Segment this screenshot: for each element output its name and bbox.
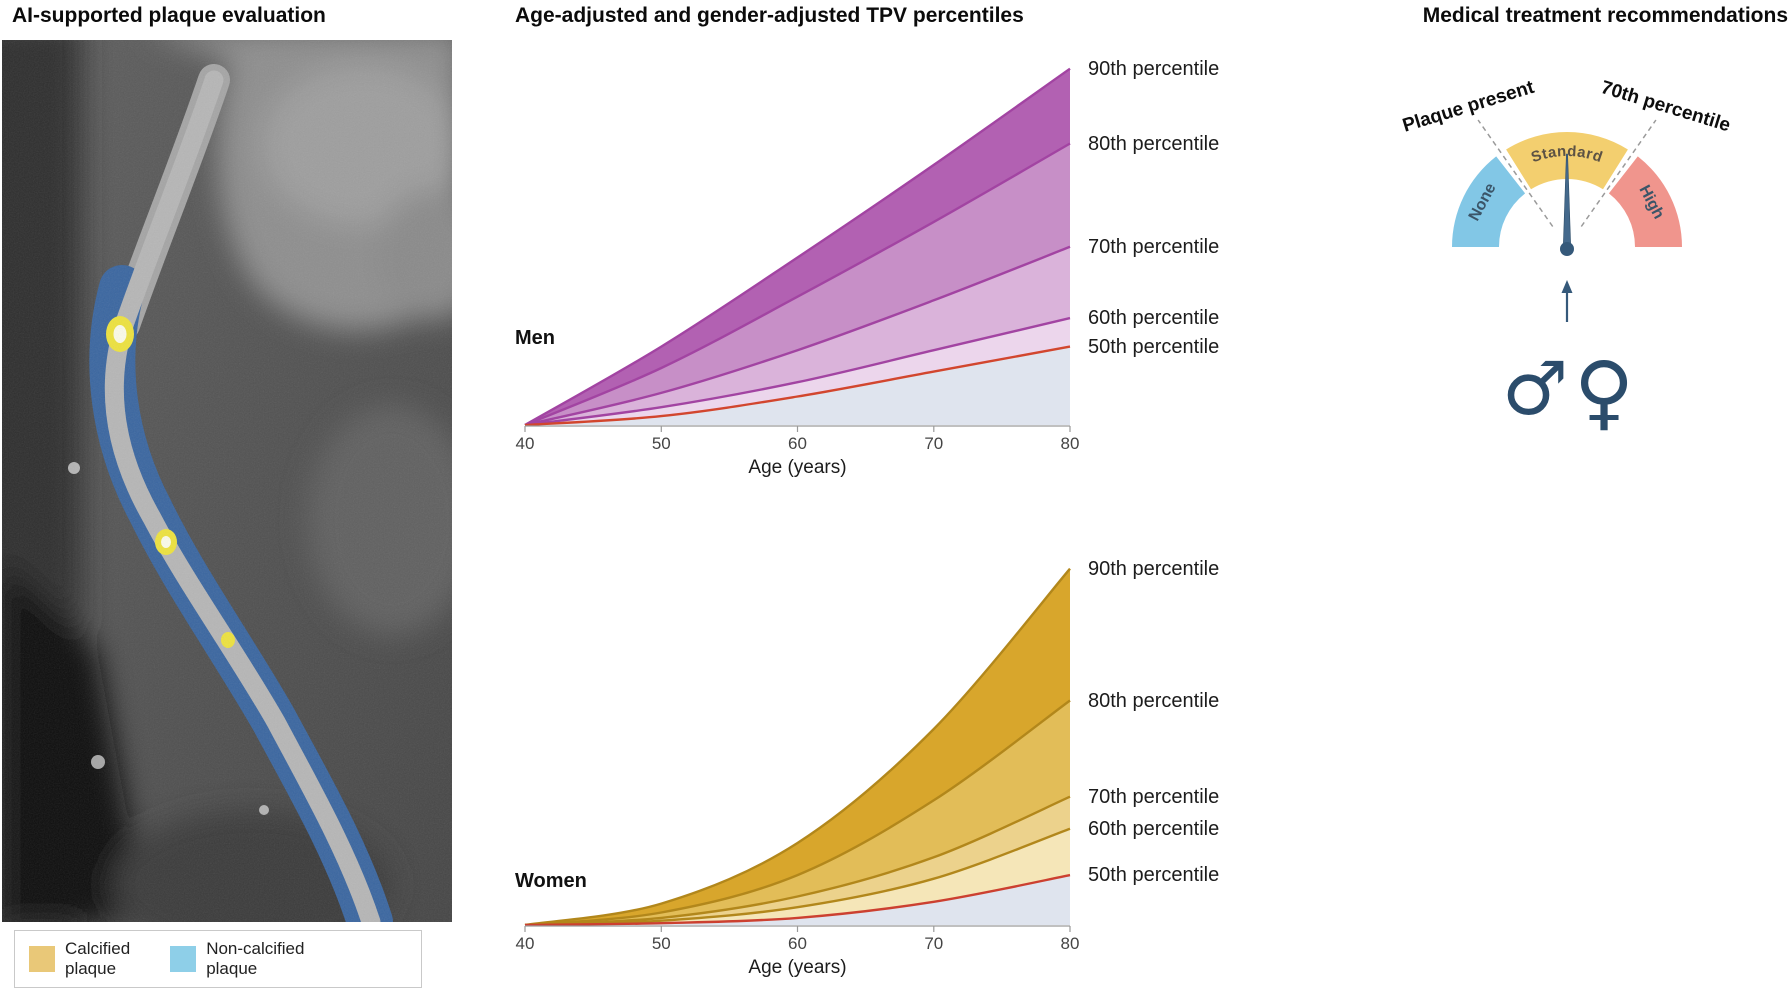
women-tpv-chart: 40 50 60 70 80 Age (years) Women 90th percent… — [515, 540, 1285, 985]
pointer-arrow-head — [1561, 280, 1573, 293]
x-axis-label: Age (years) — [748, 457, 846, 478]
x-tick-label: 80 — [1061, 934, 1080, 953]
panel-title-tpv-percentiles: Age-adjusted and gender-adjusted TPV per… — [515, 4, 1024, 27]
treatment-gauge: None Standard High Plaque present 70th p… — [1400, 77, 1733, 440]
legend-item-non-calcified: Non-calcified plaque — [170, 939, 304, 978]
gauge-segment-high — [1608, 156, 1682, 247]
calcified-plaque-swatch — [29, 946, 55, 972]
x-tick-label: 40 — [516, 934, 535, 953]
percentile-curve — [524, 699, 1071, 927]
x-axis-label: Age (years) — [748, 957, 846, 978]
percentile-band — [525, 246, 1070, 425]
legend-label-calcified: Calcified plaque — [65, 939, 131, 978]
men-tpv-chart: 40 50 60 70 80 Age (years) Men 90th percentil… — [515, 40, 1285, 485]
under-50th-area — [525, 875, 1070, 925]
percentile-curve — [524, 142, 1071, 427]
gauge-dashed-line-right — [1580, 119, 1657, 227]
panel-title-treatment-recommendations: Medical treatment recommendations — [1422, 4, 1788, 27]
x-tick-label: 60 — [788, 434, 807, 453]
x-tick-label: 50 — [652, 434, 671, 453]
percentile-band — [525, 568, 1070, 925]
ct-noise-texture — [2, 40, 452, 922]
legend-item-calcified: Calcified plaque — [29, 939, 130, 978]
percentile-curve — [524, 245, 1071, 427]
percentile-label-70: 70th percentile — [1088, 235, 1220, 258]
gauge-dashed-line-left — [1477, 119, 1554, 227]
x-tick-label: 80 — [1061, 434, 1080, 453]
gauge-right-label: 70th percentile — [1598, 77, 1732, 136]
percentile-curve — [524, 316, 1071, 427]
female-symbol: ♀ — [1574, 345, 1634, 440]
percentile-curve — [524, 345, 1071, 427]
percentile-label-80: 80th percentile — [1088, 689, 1220, 712]
x-tick-label: 60 — [788, 934, 807, 953]
gauge-segment-none — [1452, 156, 1526, 247]
percentile-label-70: 70th percentile — [1088, 785, 1220, 808]
panel-title-plaque-evaluation: AI-supported plaque evaluation — [12, 4, 326, 27]
percentile-label-80: 80th percentile — [1088, 132, 1220, 155]
gauge-left-label: Plaque present — [1400, 77, 1537, 137]
percentile-curve — [524, 827, 1071, 927]
under-50th-area — [525, 346, 1070, 425]
percentile-label-50: 50th percentile — [1088, 864, 1220, 887]
men-fan-chart: 40 50 60 70 80 Age (years) — [516, 67, 1080, 478]
non-calcified-plaque-swatch — [170, 946, 197, 972]
gauge-pivot — [1560, 242, 1574, 256]
x-tick-label: 70 — [924, 434, 943, 453]
x-tick-label: 70 — [924, 934, 943, 953]
percentile-curve — [524, 795, 1071, 927]
percentile-label-60: 60th percentile — [1088, 307, 1220, 330]
plaque-legend: Calcified plaque Non-calcified plaque — [14, 930, 422, 988]
percentile-band — [525, 143, 1070, 425]
x-tick-label: 40 — [516, 434, 535, 453]
percentile-label-60: 60th percentile — [1088, 817, 1220, 840]
group-label-men: Men — [515, 327, 555, 349]
x-tick-label: 50 — [652, 934, 671, 953]
ct-angiography-image — [2, 40, 452, 922]
percentile-curve — [524, 873, 1071, 927]
percentile-curve — [524, 67, 1071, 427]
percentile-curve — [524, 567, 1071, 927]
legend-label-non-calcified: Non-calcified plaque — [206, 939, 305, 978]
male-symbol: ♂ — [1502, 346, 1568, 432]
percentile-label-90: 90th percentile — [1088, 557, 1220, 580]
percentile-label-50: 50th percentile — [1088, 335, 1220, 358]
women-fan-chart: 40 50 60 70 80 Age (years) — [516, 567, 1080, 978]
group-label-women: Women — [515, 870, 587, 892]
percentile-label-90: 90th percentile — [1088, 57, 1220, 80]
percentile-band — [525, 796, 1070, 925]
percentile-band — [525, 700, 1070, 925]
